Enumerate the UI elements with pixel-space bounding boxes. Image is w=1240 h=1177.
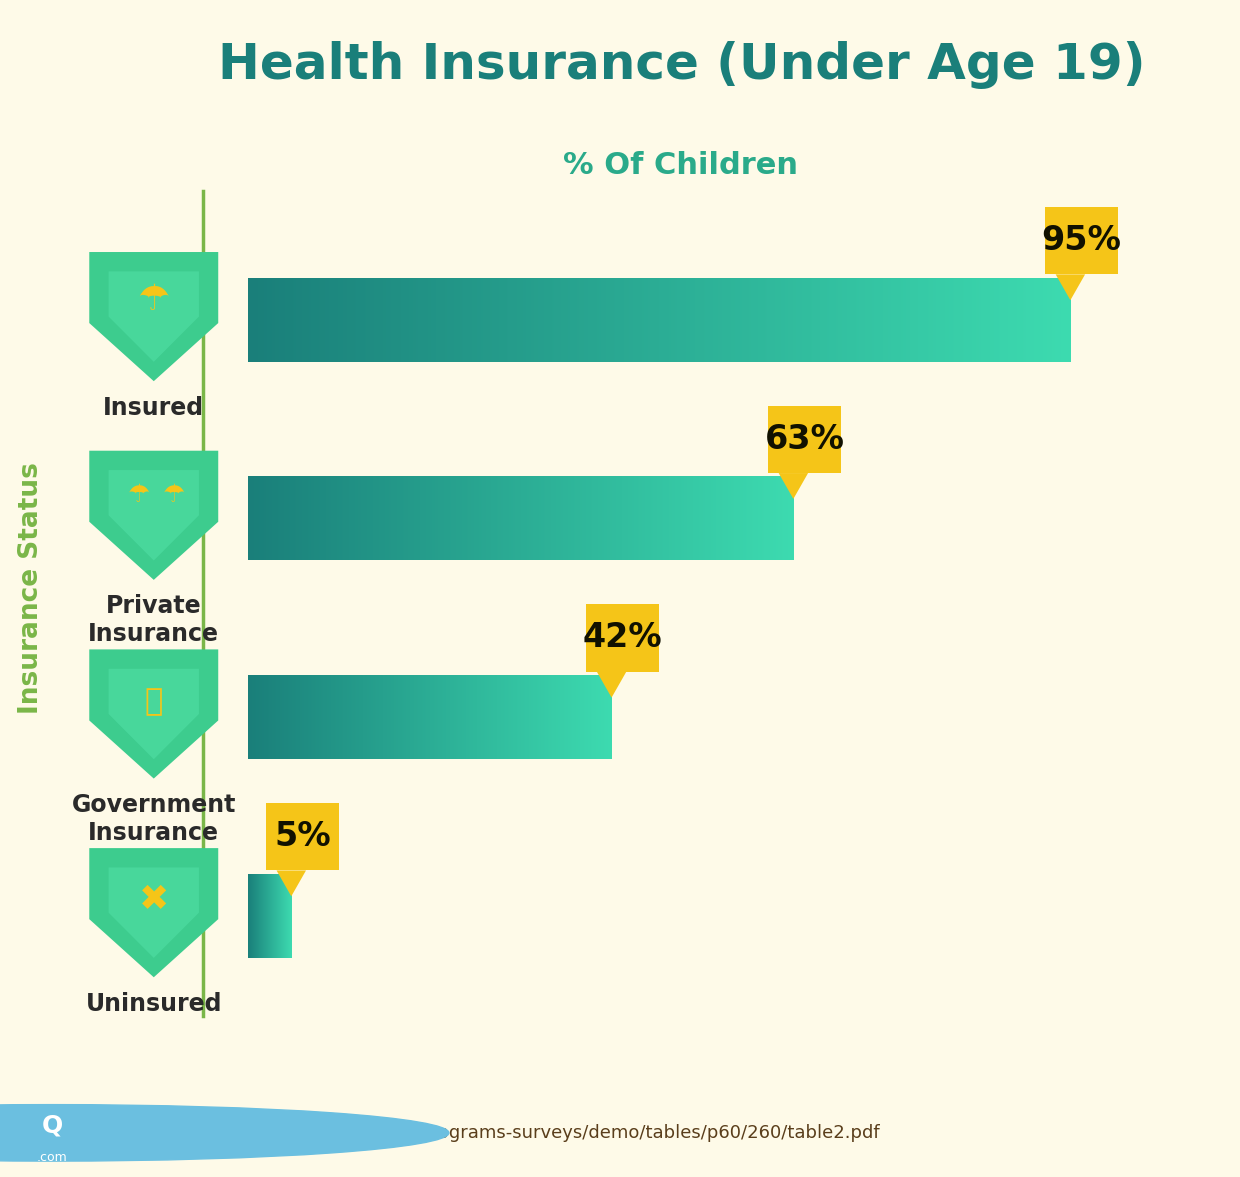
Text: ☂: ☂ xyxy=(162,483,185,507)
Text: % Of Children: % Of Children xyxy=(563,151,799,180)
Polygon shape xyxy=(109,470,198,560)
Text: ✖: ✖ xyxy=(139,883,169,917)
Text: Insurance Status: Insurance Status xyxy=(19,463,43,714)
Text: 63%: 63% xyxy=(765,423,844,455)
Text: 95%: 95% xyxy=(1042,224,1121,257)
Polygon shape xyxy=(89,252,218,381)
Text: Source: https://www2.census.gov/programs-surveys/demo/tables/p60/260/table2.pdf: Source: https://www2.census.gov/programs… xyxy=(112,1124,879,1142)
Circle shape xyxy=(0,1104,449,1161)
Polygon shape xyxy=(596,672,626,698)
Text: 5%: 5% xyxy=(274,820,331,853)
Text: Government
Insurance: Government Insurance xyxy=(72,793,236,845)
Text: Private
Insurance: Private Insurance xyxy=(88,594,219,646)
Text: 🏛: 🏛 xyxy=(145,687,162,716)
Text: Uninsured: Uninsured xyxy=(86,992,222,1016)
Text: 42%: 42% xyxy=(583,621,662,654)
Text: .com: .com xyxy=(37,1151,67,1164)
Polygon shape xyxy=(109,867,198,958)
Polygon shape xyxy=(779,473,808,499)
Polygon shape xyxy=(89,451,218,580)
Polygon shape xyxy=(89,650,218,778)
FancyBboxPatch shape xyxy=(768,406,841,473)
Polygon shape xyxy=(109,272,198,361)
Text: Insured: Insured xyxy=(103,395,205,419)
Polygon shape xyxy=(89,849,218,977)
Polygon shape xyxy=(109,669,198,759)
FancyBboxPatch shape xyxy=(265,803,339,871)
Text: ☂: ☂ xyxy=(138,284,170,317)
Polygon shape xyxy=(277,871,306,897)
Polygon shape xyxy=(1055,274,1085,300)
FancyBboxPatch shape xyxy=(585,604,660,672)
Text: Health Insurance (Under Age 19): Health Insurance (Under Age 19) xyxy=(218,41,1146,89)
FancyBboxPatch shape xyxy=(1044,207,1118,274)
Text: Q: Q xyxy=(41,1113,63,1138)
Text: ☂: ☂ xyxy=(128,483,150,507)
